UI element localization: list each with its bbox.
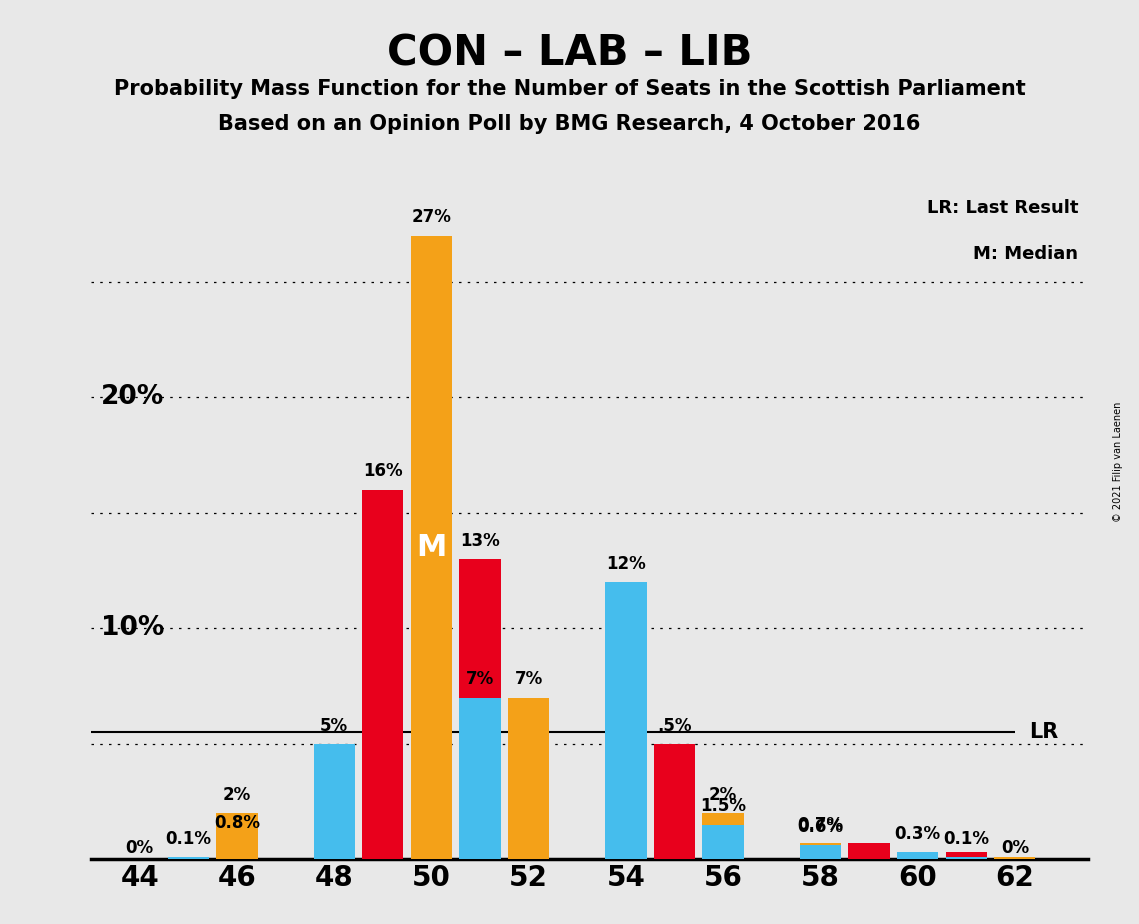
Text: 20%: 20% (101, 384, 164, 410)
Text: 0%: 0% (1001, 839, 1029, 857)
Text: .5%: .5% (657, 717, 691, 735)
Bar (703, 825, 744, 859)
Bar (654, 744, 695, 859)
Text: Based on an Opinion Poll by BMG Research, 4 October 2016: Based on an Opinion Poll by BMG Research… (219, 114, 920, 134)
Bar (896, 853, 939, 859)
Text: 2%: 2% (223, 786, 251, 804)
Text: M: Median: M: Median (973, 245, 1077, 262)
Bar (800, 844, 841, 859)
Text: 1.5%: 1.5% (700, 797, 746, 816)
Text: 13%: 13% (460, 532, 500, 550)
Text: 0.3%: 0.3% (894, 825, 941, 844)
Bar (703, 813, 744, 859)
Text: LR: Last Result: LR: Last Result (926, 199, 1077, 216)
Bar (945, 857, 986, 859)
Text: 0.1%: 0.1% (943, 830, 989, 848)
Bar (800, 845, 841, 859)
Text: M: M (416, 533, 446, 562)
Text: 27%: 27% (411, 209, 451, 226)
Bar (605, 582, 647, 859)
Text: © 2021 Filip van Laenen: © 2021 Filip van Laenen (1114, 402, 1123, 522)
Bar (216, 841, 257, 859)
Bar (459, 559, 501, 859)
Text: 0.1%: 0.1% (165, 830, 212, 848)
Bar (508, 698, 549, 859)
Text: 0.8%: 0.8% (214, 814, 260, 832)
Text: CON – LAB – LIB: CON – LAB – LIB (387, 32, 752, 74)
Text: 7%: 7% (466, 671, 494, 688)
Bar (945, 853, 986, 859)
Text: LR: LR (1030, 723, 1058, 742)
Bar (313, 744, 355, 859)
Text: 16%: 16% (363, 463, 402, 480)
Text: 5%: 5% (320, 717, 349, 735)
Bar (800, 845, 841, 859)
Text: 0%: 0% (125, 839, 154, 857)
Bar (362, 490, 403, 859)
Bar (994, 857, 1035, 859)
Text: 0.6%: 0.6% (797, 819, 843, 836)
Text: 10%: 10% (101, 615, 164, 641)
Bar (459, 698, 501, 859)
Bar (849, 844, 890, 859)
Text: Probability Mass Function for the Number of Seats in the Scottish Parliament: Probability Mass Function for the Number… (114, 79, 1025, 99)
Text: 2%: 2% (708, 786, 737, 804)
Text: 7%: 7% (515, 671, 543, 688)
Bar (411, 236, 452, 859)
Bar (216, 813, 257, 859)
Bar (167, 857, 210, 859)
Text: 0.7%: 0.7% (797, 816, 843, 834)
Text: 12%: 12% (606, 555, 646, 573)
